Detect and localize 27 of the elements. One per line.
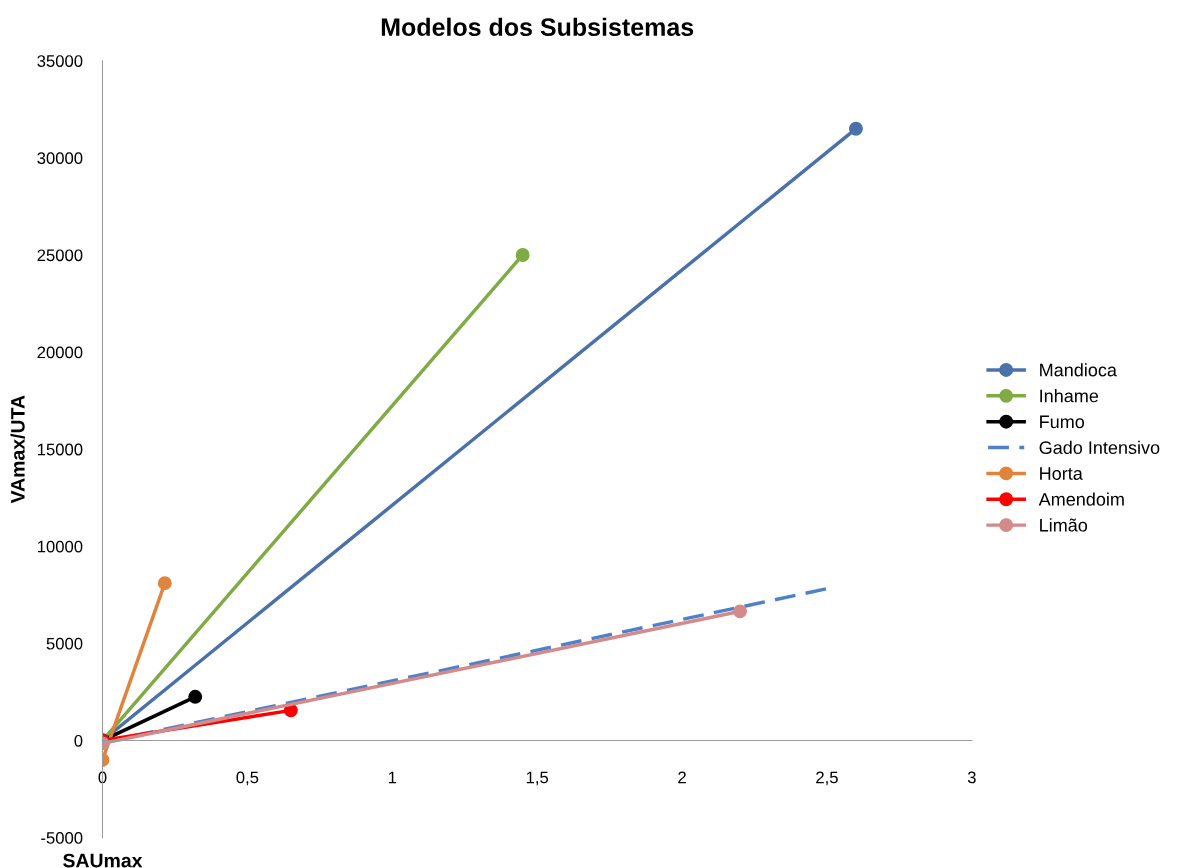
legend-label: Mandioca xyxy=(1040,363,1117,377)
y-tick-label: 20000 xyxy=(37,346,83,359)
x-tick-label: 2,5 xyxy=(816,771,838,786)
y-tick-label: 30000 xyxy=(37,152,83,165)
y-tick-label: 10000 xyxy=(37,540,83,553)
legend-label: Limão xyxy=(1040,518,1088,532)
point xyxy=(515,248,530,262)
legend-label: Fumo xyxy=(1040,415,1085,429)
x-tick-label: 2 xyxy=(678,771,686,784)
x-axis-title: SAUmax xyxy=(63,853,143,868)
legend-label: Inhame xyxy=(1040,389,1099,403)
y-tick-label: -5000 xyxy=(41,832,83,844)
legend-label: Horta xyxy=(1040,467,1083,480)
y-tick-label: 15000 xyxy=(37,443,83,456)
y-tick-label: 25000 xyxy=(37,249,83,262)
y-tick-label: 5000 xyxy=(46,637,83,650)
y-axis-title: VAmax/UTA xyxy=(10,395,25,504)
legend-label: Amendoim xyxy=(1038,492,1124,506)
x-tick-label: 1,5 xyxy=(526,771,549,786)
x-tick-label: 1 xyxy=(388,771,397,784)
x-tick-label: 3 xyxy=(967,771,976,784)
legend-label: Gado Intensivo xyxy=(1039,440,1160,455)
chart-title: Modelos dos Subsistemas xyxy=(381,17,694,37)
x-tick-label: 0,5 xyxy=(236,771,259,786)
y-tick-label: 35000 xyxy=(37,55,83,67)
y-tick-label: 0 xyxy=(74,734,83,747)
point xyxy=(848,121,863,136)
